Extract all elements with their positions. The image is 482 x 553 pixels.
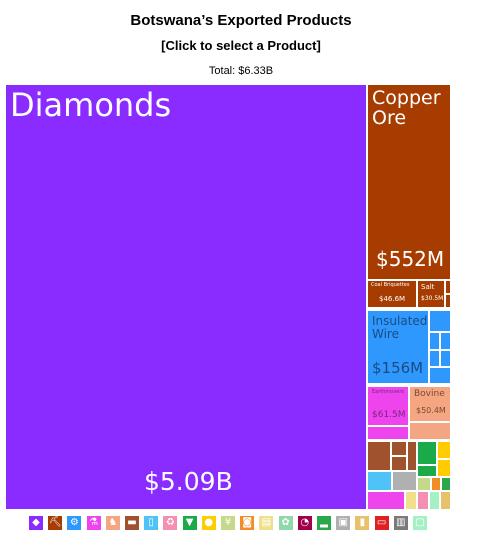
tile-salt-name: Salt — [421, 283, 435, 291]
tile-small[interactable] — [407, 441, 417, 471]
tile-small[interactable] — [409, 422, 451, 440]
pickaxe-icon[interactable]: ⛏ — [47, 515, 64, 531]
fuel-icon[interactable]: ▮ — [354, 515, 371, 531]
car-icon[interactable]: ▂ — [316, 515, 332, 531]
tile-insulated-wire-name: Insulated Wire — [372, 314, 428, 341]
tile-small[interactable] — [441, 477, 451, 491]
tile-coal-value: $46.6M — [379, 295, 406, 303]
chart-subtitle[interactable]: [Click to select a Product] — [161, 38, 321, 53]
battery-icon[interactable]: ▭ — [373, 515, 390, 531]
tile-small[interactable] — [437, 459, 451, 477]
tile-small[interactable] — [429, 491, 440, 510]
tile-small[interactable] — [367, 491, 405, 510]
wheat-icon[interactable]: ¥ — [220, 515, 236, 531]
paper-icon[interactable]: ▤ — [258, 515, 275, 531]
tile-small[interactable] — [429, 332, 440, 350]
tile-small[interactable] — [367, 441, 391, 471]
tile-small[interactable] — [431, 477, 441, 491]
chair-icon[interactable]: ▥ — [392, 515, 409, 531]
recycle-icon[interactable]: ♻ — [162, 515, 179, 531]
tile-diamonds[interactable]: Diamonds $5.09B — [5, 84, 367, 510]
tile-small[interactable] — [405, 491, 417, 510]
tile-earthmovers-value: $61.5M — [372, 410, 406, 420]
tile-copper-ore[interactable]: Copper Ore $552M — [367, 84, 451, 280]
tile-small[interactable] — [440, 332, 451, 350]
tile-small[interactable] — [367, 471, 392, 491]
tile-small[interactable] — [445, 294, 451, 308]
tile-bovine-value: $50.4M — [416, 406, 446, 415]
tile-small[interactable] — [429, 310, 451, 332]
tile-small[interactable] — [392, 471, 417, 491]
tile-small[interactable] — [391, 456, 407, 471]
tile-bovine-name: Bovine — [414, 389, 445, 399]
tile-small[interactable] — [367, 426, 409, 440]
tile-bovine[interactable]: Bovine $50.4M — [409, 386, 451, 422]
tile-salt-value: $30.5M — [421, 295, 444, 302]
tile-copper-ore-value: $552M — [376, 247, 445, 271]
diamond-icon[interactable]: ◆ — [28, 515, 44, 531]
tile-salt[interactable]: Salt $30.5M — [417, 280, 445, 308]
tile-diamonds-value: $5.09B — [144, 467, 233, 496]
tile-small[interactable] — [417, 465, 437, 477]
shirt-icon[interactable]: ▼ — [181, 515, 198, 531]
mineral-icon[interactable]: ◙ — [239, 515, 256, 531]
gear-icon[interactable]: ⚙ — [66, 515, 83, 531]
tile-small[interactable] — [391, 441, 407, 456]
shell-icon[interactable]: ✿ — [277, 515, 294, 531]
tile-small[interactable] — [440, 350, 451, 367]
tile-small[interactable] — [417, 477, 431, 491]
tile-small[interactable] — [429, 350, 440, 367]
anvil-icon[interactable]: ▬ — [124, 515, 140, 531]
tile-diamonds-name: Diamonds — [10, 86, 172, 124]
cow-icon[interactable]: ♞ — [104, 515, 121, 531]
flask-icon[interactable]: ⚗ — [85, 515, 102, 531]
tile-insulated-wire-value: $156M — [372, 359, 424, 377]
tile-earthmovers[interactable]: Earthmovers $61.5M — [367, 386, 409, 426]
box-icon[interactable]: ▣ — [335, 515, 352, 531]
tile-coal-name: Coal Briquettes — [371, 282, 410, 288]
tile-coal-briquettes[interactable]: Coal Briquettes $46.6M — [367, 280, 417, 308]
tile-small[interactable] — [445, 280, 451, 294]
tile-insulated-wire[interactable]: Insulated Wire $156M — [367, 310, 429, 384]
art-icon[interactable]: ▢ — [412, 515, 428, 531]
tile-copper-ore-name: Copper Ore — [372, 87, 441, 129]
tile-small[interactable] — [417, 441, 437, 465]
glass-icon[interactable]: ▯ — [143, 515, 160, 531]
gauge-icon[interactable]: ◔ — [296, 515, 313, 531]
tile-small[interactable] — [437, 441, 451, 459]
chart-title: Botswana’s Exported Products — [130, 12, 352, 29]
total-label: Total: $6.33B — [208, 65, 274, 77]
tile-small[interactable] — [429, 367, 451, 384]
tile-small[interactable] — [417, 491, 429, 510]
tile-small[interactable] — [440, 491, 451, 510]
tile-earthmovers-name: Earthmovers — [372, 389, 405, 395]
lemon-icon[interactable]: ● — [200, 515, 217, 531]
